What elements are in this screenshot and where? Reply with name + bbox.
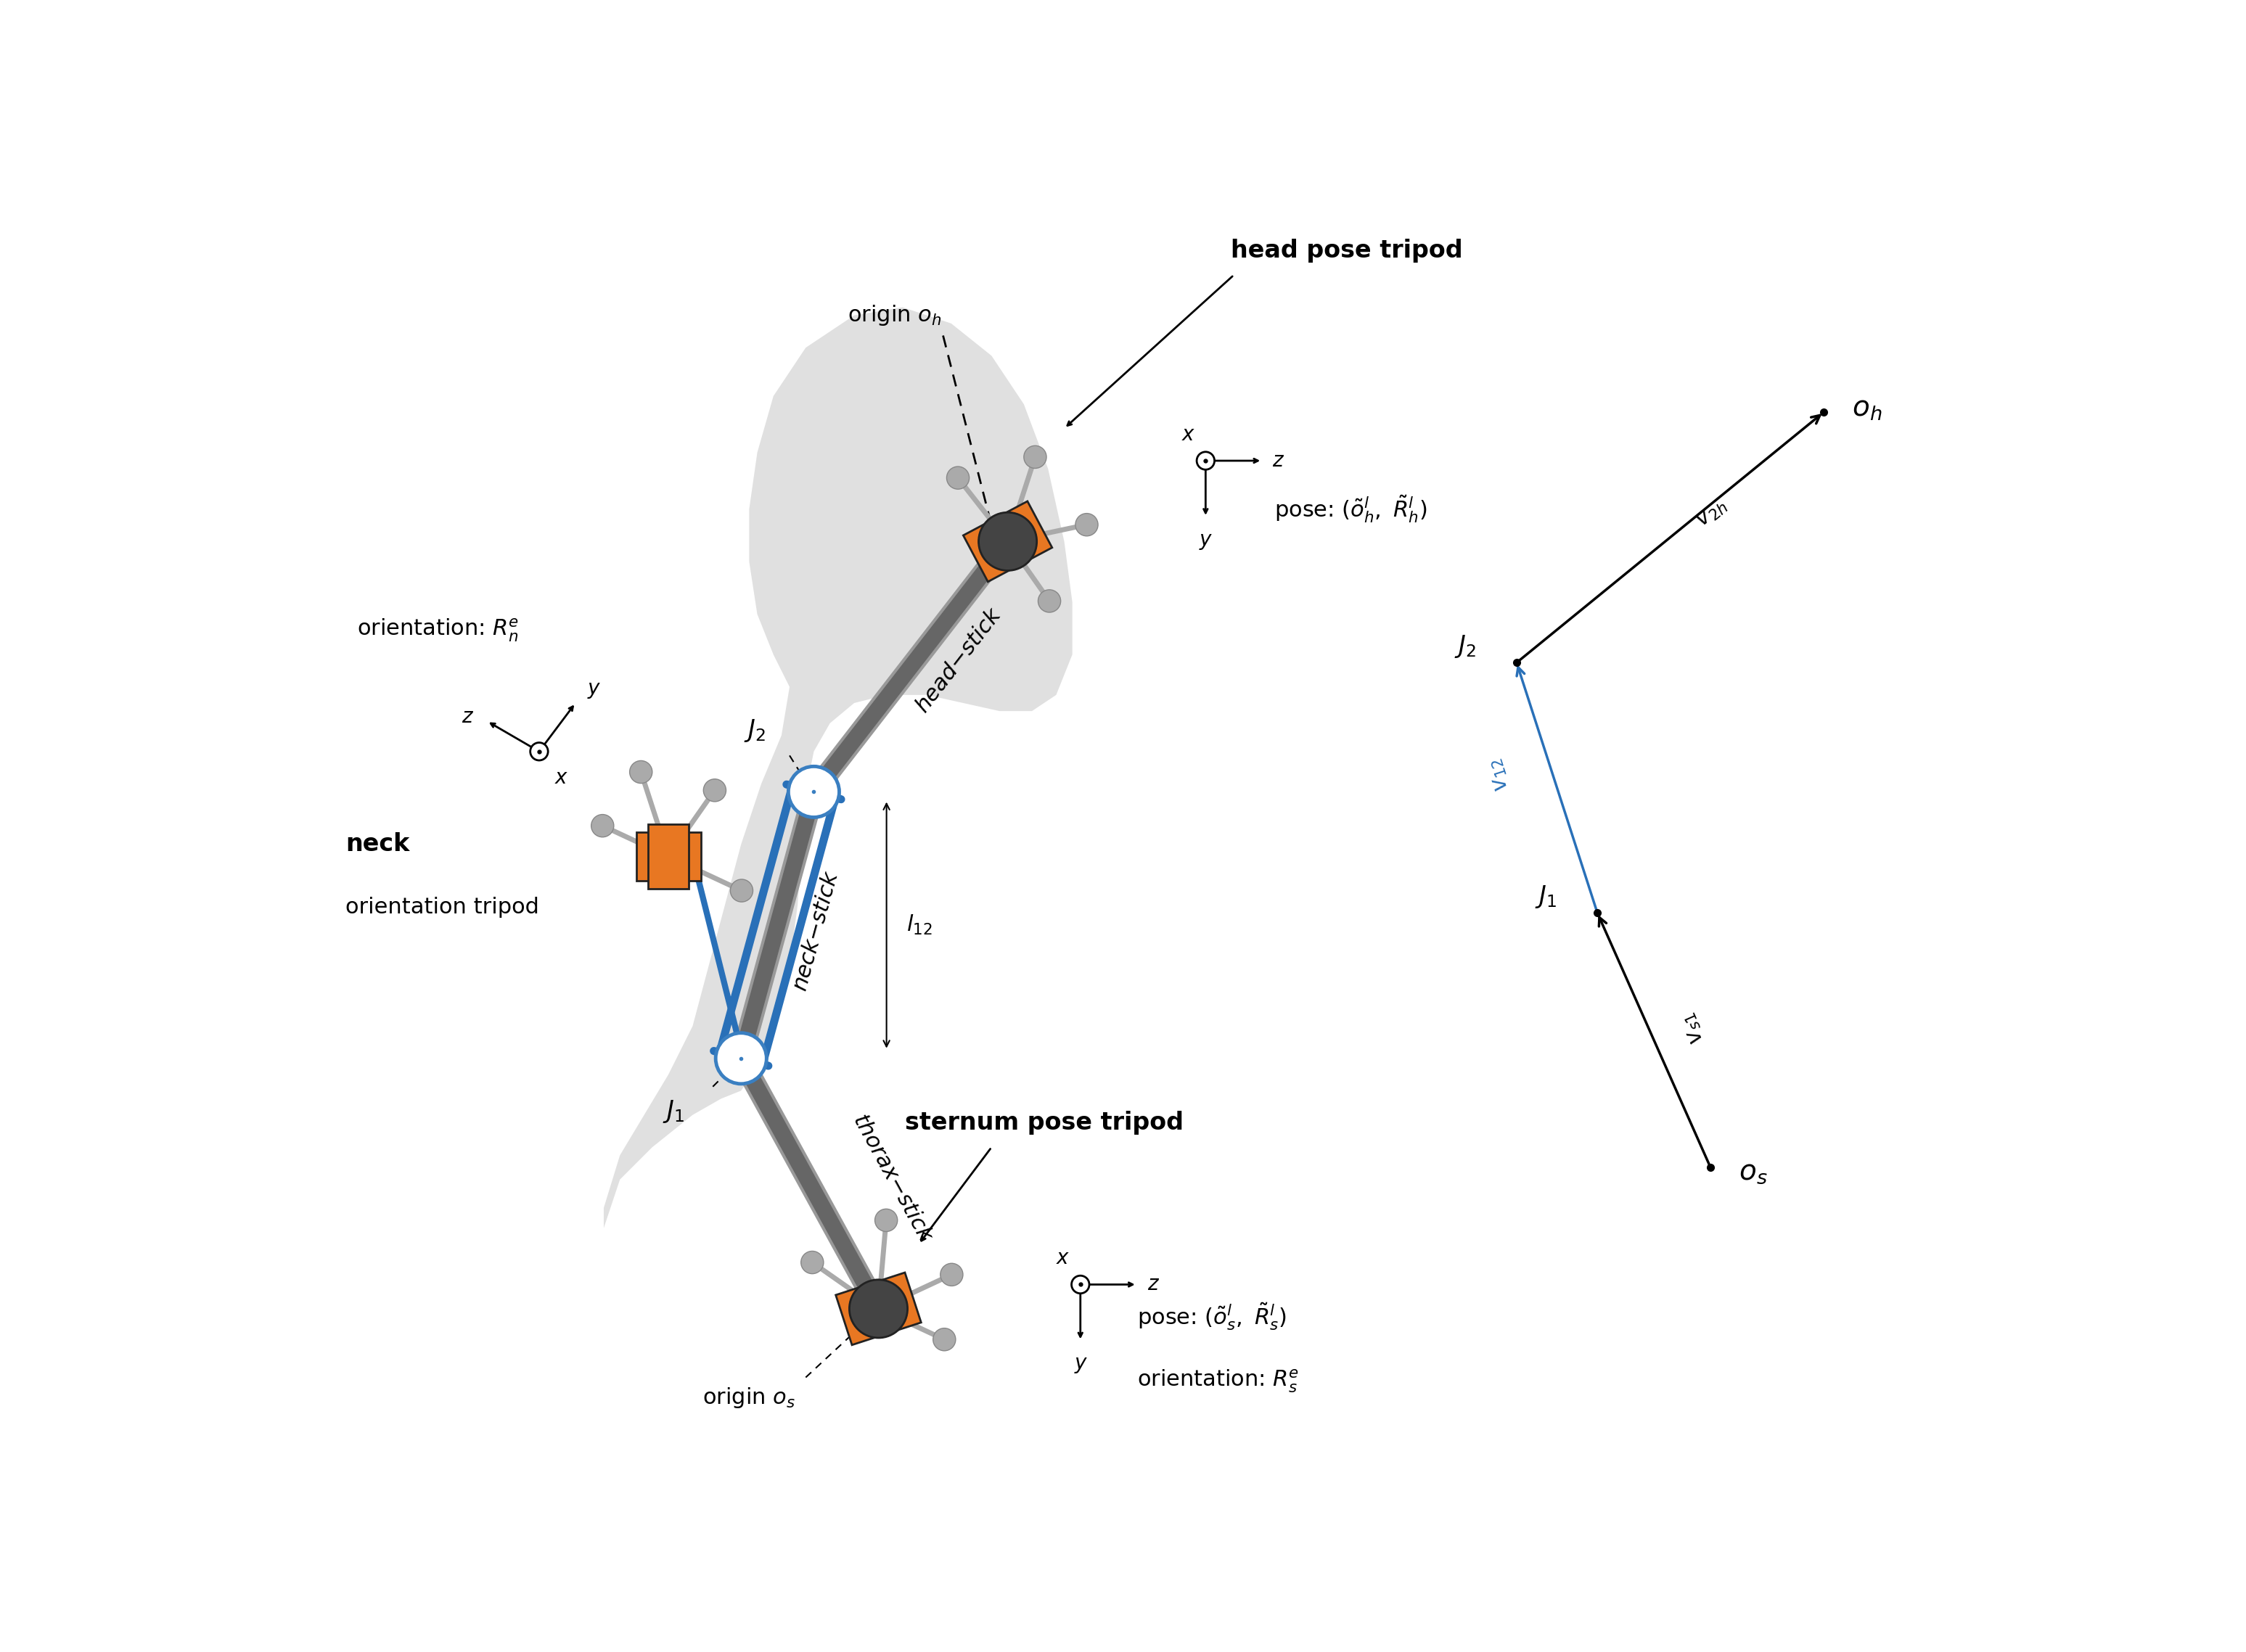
Circle shape (941, 1264, 964, 1285)
Text: y: y (588, 679, 600, 699)
Polygon shape (604, 307, 1071, 1409)
Text: origin $\mathbf{\it{o}}_s$: origin $\mathbf{\it{o}}_s$ (703, 1386, 795, 1409)
Text: $\mathbf{\it{o}}_h$: $\mathbf{\it{o}}_h$ (1853, 395, 1882, 421)
Text: origin $\mathbf{\it{o}}_h$: origin $\mathbf{\it{o}}_h$ (847, 304, 941, 327)
Text: z: z (1148, 1274, 1157, 1295)
Text: $v_{s1}$: $v_{s1}$ (1678, 1009, 1709, 1047)
Circle shape (1024, 446, 1047, 468)
Bar (649, 824, 690, 889)
Circle shape (788, 767, 840, 818)
Circle shape (730, 879, 752, 902)
Text: $\mathbf{\it{o}}_s$: $\mathbf{\it{o}}_s$ (1738, 1158, 1768, 1184)
Circle shape (802, 1251, 824, 1274)
Circle shape (591, 814, 613, 838)
Circle shape (849, 1280, 907, 1338)
Circle shape (1071, 1275, 1089, 1294)
Bar (964, 501, 1051, 582)
Circle shape (1197, 453, 1215, 469)
Circle shape (932, 1328, 955, 1351)
Text: head pose tripod: head pose tripod (1231, 240, 1462, 263)
Text: $J_1$: $J_1$ (663, 1099, 685, 1125)
Text: z: z (463, 707, 472, 727)
Text: orientation tripod: orientation tripod (346, 897, 539, 919)
Text: $J_2$: $J_2$ (743, 717, 766, 743)
Text: $v_{2h}$: $v_{2h}$ (1693, 494, 1732, 532)
Text: neck−stick: neck−stick (791, 869, 842, 993)
Circle shape (703, 780, 725, 801)
Text: $v_{12}$: $v_{12}$ (1485, 757, 1514, 793)
Bar (836, 1272, 921, 1345)
Text: $J_1$: $J_1$ (1536, 884, 1556, 910)
Circle shape (716, 1032, 766, 1084)
Circle shape (1076, 514, 1098, 535)
Text: head−stick: head−stick (912, 605, 1006, 717)
Circle shape (530, 743, 548, 760)
Text: orientation: $\mathbf{\it{R}}_n^e$: orientation: $\mathbf{\it{R}}_n^e$ (357, 618, 519, 644)
Circle shape (1038, 590, 1060, 613)
Text: z: z (1271, 451, 1282, 471)
Text: x: x (1056, 1247, 1069, 1269)
Text: x: x (555, 768, 568, 788)
Text: y: y (1199, 529, 1211, 550)
Text: y: y (1074, 1353, 1087, 1373)
Text: $J_2$: $J_2$ (1455, 633, 1476, 659)
Circle shape (629, 760, 651, 783)
Text: sternum pose tripod: sternum pose tripod (905, 1112, 1184, 1135)
Text: $l_{12}$: $l_{12}$ (907, 914, 932, 937)
Text: pose: $(\tilde{\mathbf{\it{o}}}_h^l,\ \tilde{\mathbf{\it{R}}}_h^l)$: pose: $(\tilde{\mathbf{\it{o}}}_h^l,\ \t… (1273, 494, 1426, 525)
Text: x: x (1181, 425, 1193, 444)
Text: neck: neck (346, 833, 409, 856)
Circle shape (946, 466, 970, 489)
Circle shape (876, 1209, 898, 1231)
Text: pose: $(\tilde{\mathbf{\it{o}}}_s^l,\ \tilde{\mathbf{\it{R}}}_s^l)$: pose: $(\tilde{\mathbf{\it{o}}}_s^l,\ \t… (1136, 1302, 1287, 1332)
Circle shape (979, 512, 1038, 570)
Bar (636, 833, 701, 881)
Text: thorax−stick: thorax−stick (849, 1112, 934, 1246)
Text: orientation: $\mathbf{\it{R}}_s^e$: orientation: $\mathbf{\it{R}}_s^e$ (1136, 1368, 1298, 1394)
